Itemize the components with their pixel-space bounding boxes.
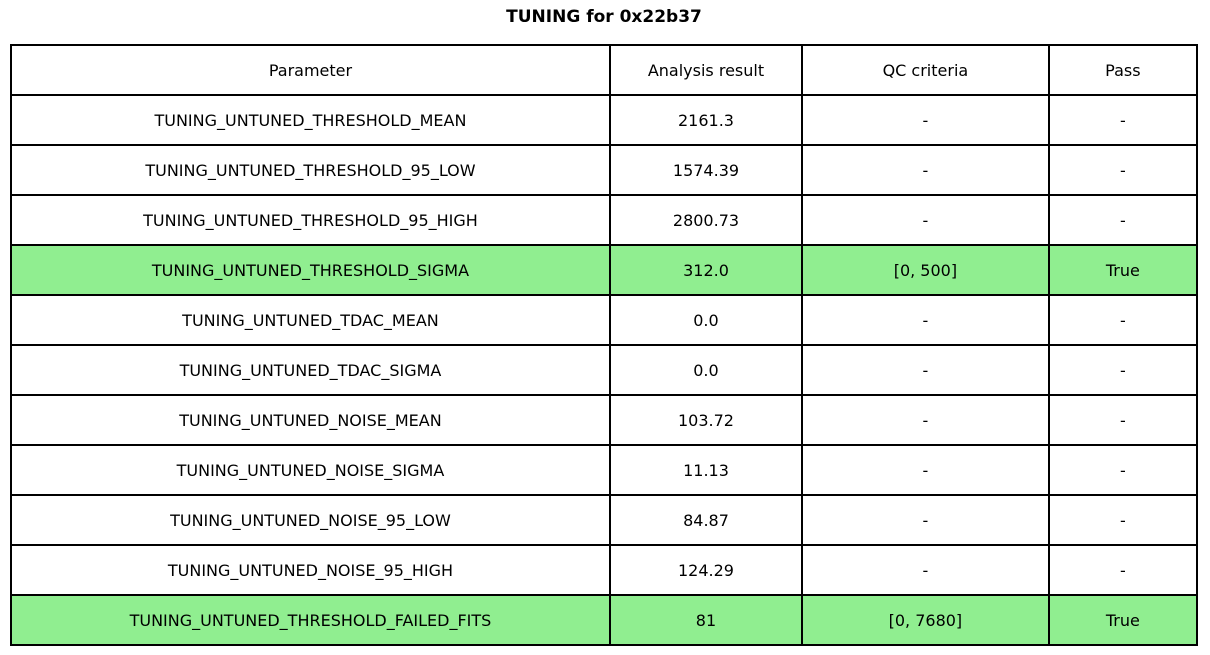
cell-pass: - xyxy=(1047,294,1199,346)
cell-parameter: TUNING_UNTUNED_THRESHOLD_95_LOW xyxy=(10,144,611,196)
cell-pass: - xyxy=(1047,444,1199,496)
cell-qc-criteria: - xyxy=(801,344,1050,396)
cell-analysis-result: 1574.39 xyxy=(608,144,804,196)
cell-pass: True xyxy=(1047,594,1199,646)
cell-analysis-result: 81 xyxy=(608,594,804,646)
cell-pass: - xyxy=(1047,194,1199,246)
table-row: TUNING_UNTUNED_THRESHOLD_SIGMA 312.0 [0, 5… xyxy=(10,244,1199,296)
cell-parameter: TUNING_UNTUNED_NOISE_95_HIGH xyxy=(10,544,611,596)
cell-pass: - xyxy=(1047,394,1199,446)
cell-parameter: TUNING_UNTUNED_NOISE_SIGMA xyxy=(10,444,611,496)
cell-qc-criteria: - xyxy=(801,194,1050,246)
table-row: TUNING_UNTUNED_THRESHOLD_MEAN 2161.3- - xyxy=(10,94,1199,146)
cell-pass: - xyxy=(1047,494,1199,546)
cell-analysis-result: 2800.73 xyxy=(608,194,804,246)
cell-qc-criteria: - xyxy=(801,544,1050,596)
column-header-analysis-result: Analysis result xyxy=(608,44,804,96)
cell-analysis-result: 84.87 xyxy=(608,494,804,546)
cell-analysis-result: 312.0 xyxy=(608,244,804,296)
cell-pass: True xyxy=(1047,244,1199,296)
cell-analysis-result: 2161.3 xyxy=(608,94,804,146)
table-row: TUNING_UNTUNED_TDAC_SIGMA 0.0- - xyxy=(10,344,1199,396)
column-header-qc-criteria: QC criteria xyxy=(801,44,1050,96)
cell-qc-criteria: - xyxy=(801,444,1050,496)
table-row: TUNING_UNTUNED_TDAC_MEAN 0.0- - xyxy=(10,294,1199,346)
cell-qc-criteria: - xyxy=(801,494,1050,546)
cell-qc-criteria: [0, 7680] xyxy=(801,594,1050,646)
cell-parameter: TUNING_UNTUNED_THRESHOLD_MEAN xyxy=(10,94,611,146)
header-row: Parameter Analysis result QC criteria Pa… xyxy=(10,44,1199,96)
table-row: TUNING_UNTUNED_THRESHOLD_FAILED_FITS 81 [0… xyxy=(10,594,1199,646)
column-header-pass: Pass xyxy=(1047,44,1199,96)
table-row: TUNING_UNTUNED_NOISE_95_HIGH 124.29- - xyxy=(10,544,1199,596)
table-row: TUNING_UNTUNED_NOISE_MEAN 103.72- - xyxy=(10,394,1199,446)
table-row: TUNING_UNTUNED_THRESHOLD_95_LOW 1574.39- - xyxy=(10,144,1199,196)
cell-parameter: TUNING_UNTUNED_TDAC_MEAN xyxy=(10,294,611,346)
cell-parameter: TUNING_UNTUNED_NOISE_95_LOW xyxy=(10,494,611,546)
cell-analysis-result: 0.0 xyxy=(608,294,804,346)
cell-parameter: TUNING_UNTUNED_THRESHOLD_95_HIGH xyxy=(10,194,611,246)
column-header-parameter: Parameter xyxy=(10,44,611,96)
cell-pass: - xyxy=(1047,344,1199,396)
table-row: TUNING_UNTUNED_NOISE_95_LOW 84.87- - xyxy=(10,494,1199,546)
cell-parameter: TUNING_UNTUNED_TDAC_SIGMA xyxy=(10,344,611,396)
table-body: TUNING_UNTUNED_THRESHOLD_MEAN 2161.3- - TUN… xyxy=(10,94,1199,646)
cell-qc-criteria: - xyxy=(801,394,1050,446)
cell-qc-criteria: - xyxy=(801,94,1050,146)
cell-qc-criteria: - xyxy=(801,144,1050,196)
table-row: TUNING_UNTUNED_NOISE_SIGMA 11.13- - xyxy=(10,444,1199,496)
cell-parameter: TUNING_UNTUNED_THRESHOLD_FAILED_FITS xyxy=(10,594,611,646)
cell-analysis-result: 103.72 xyxy=(608,394,804,446)
cell-pass: - xyxy=(1047,94,1199,146)
cell-analysis-result: 0.0 xyxy=(608,344,804,396)
cell-parameter: TUNING_UNTUNED_THRESHOLD_SIGMA xyxy=(10,244,611,296)
cell-analysis-result: 11.13 xyxy=(608,444,804,496)
cell-qc-criteria: - xyxy=(801,294,1050,346)
cell-pass: - xyxy=(1047,544,1199,596)
cell-parameter: TUNING_UNTUNED_NOISE_MEAN xyxy=(10,394,611,446)
cell-qc-criteria: [0, 500] xyxy=(801,244,1050,296)
qc-results-table: Parameter Analysis result QC criteria Pa… xyxy=(10,44,1199,646)
cell-pass: - xyxy=(1047,144,1199,196)
table-row: TUNING_UNTUNED_THRESHOLD_95_HIGH 2800.73-… xyxy=(10,194,1199,246)
cell-analysis-result: 124.29 xyxy=(608,544,804,596)
page-title: TUNING for 0x22b37 xyxy=(506,7,702,27)
